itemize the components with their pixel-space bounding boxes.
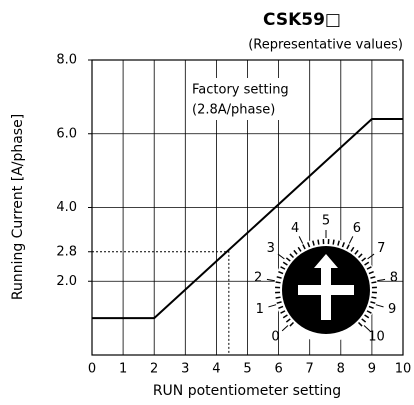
dial-label: 7 [377, 241, 385, 256]
dial-leader [377, 278, 386, 282]
dial-tick [297, 246, 302, 252]
dial-tick [280, 310, 286, 314]
dial-label: 5 [322, 214, 330, 229]
dial-tick [364, 314, 370, 319]
dial-label: 9 [388, 302, 396, 317]
dial-tick [285, 257, 291, 262]
dial-tick [278, 271, 284, 275]
y-tick-label: 4.0 [56, 200, 77, 215]
y-tick-label: 8.0 [56, 53, 77, 68]
dial-pointer [298, 254, 354, 320]
annotation: (2.8A/phase) [192, 103, 275, 118]
dial-tick [361, 257, 367, 262]
dial-leader [277, 253, 285, 260]
x-tick-label: 9 [368, 362, 376, 377]
y-tick-label: 2.0 [56, 274, 77, 289]
x-tick-label: 10 [395, 362, 412, 377]
dial-leader [363, 325, 371, 332]
dial-tick [293, 249, 298, 255]
dial-tick [357, 321, 363, 327]
plot-border [91, 59, 404, 356]
dial-label: 8 [390, 270, 398, 285]
x-tick-label: 4 [212, 362, 220, 377]
x-tick-label: 6 [274, 362, 282, 377]
dial-tick [289, 253, 295, 259]
dial-tick [278, 305, 284, 309]
dial-tick [275, 296, 281, 299]
dial-leader [348, 236, 354, 244]
y-axis-label: Running Current [A/phase] [10, 114, 26, 300]
dial-label: 3 [267, 241, 275, 256]
dial-tick [276, 276, 282, 279]
dial-tick [307, 242, 311, 248]
dial-label: 2 [254, 270, 262, 285]
dial-tick [302, 244, 306, 250]
y-tick-label: 6.0 [56, 126, 77, 141]
dial-tick [370, 276, 376, 279]
dial-tick [354, 249, 359, 255]
dial-tick [341, 242, 345, 248]
x-tick-label: 5 [243, 362, 251, 377]
dial-tick [289, 321, 295, 327]
dial-tick [337, 240, 340, 246]
dial-tick [312, 240, 315, 246]
dial-tick [371, 296, 377, 299]
dial-tick [361, 318, 367, 323]
dial-tick [364, 261, 370, 266]
dial-leader [268, 304, 277, 308]
chart-title: CSK59□ [263, 10, 341, 30]
dial-label: 0 [271, 330, 279, 345]
reference-line [92, 251, 230, 355]
x-tick-label: 7 [306, 362, 314, 377]
line-series [92, 118, 403, 320]
dial-tick [350, 246, 355, 252]
dial-tick [346, 244, 350, 250]
x-tick-label: 1 [119, 362, 127, 377]
dial-tick [282, 261, 288, 266]
x-tick-label: 0 [88, 362, 96, 377]
x-tick-label: 2 [150, 362, 158, 377]
x-tick-label: 8 [337, 362, 345, 377]
dial-leader [281, 325, 289, 332]
dial-tick [370, 301, 376, 304]
dial-tick [368, 271, 374, 275]
x-tick-label: 3 [181, 362, 189, 377]
chart-subtitle: (Representative values) [248, 38, 403, 53]
dial-label: 1 [256, 302, 264, 317]
dial-leader [367, 253, 375, 260]
annotation: Factory setting [192, 83, 289, 98]
dial-tick [357, 253, 363, 259]
dial-tick [285, 318, 291, 323]
dial-tick [276, 301, 282, 304]
dial-tick [366, 310, 372, 314]
dial-tick [317, 239, 320, 245]
dial-leader [298, 236, 304, 244]
dial-leader [266, 278, 275, 282]
dial-tick [368, 305, 374, 309]
x-axis-label: RUN potentiometer setting [153, 383, 341, 399]
dial-tick [332, 239, 335, 245]
dial-tick [371, 281, 377, 284]
dial-tick [282, 314, 288, 319]
dial-tick [366, 266, 372, 270]
annotation-background [188, 78, 292, 120]
dial-label: 10 [368, 330, 385, 345]
dial-label: 4 [291, 221, 299, 236]
dial-leader [375, 304, 384, 308]
y-tick-label: 2.8 [56, 244, 77, 259]
dial-tick [275, 281, 281, 284]
dial-label: 6 [353, 221, 361, 236]
dial-tick [280, 266, 286, 270]
